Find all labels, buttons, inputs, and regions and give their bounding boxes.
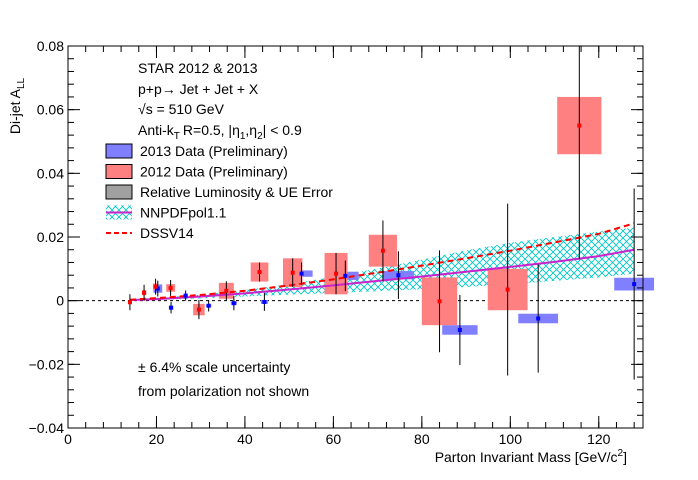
data-point-2012	[153, 284, 158, 289]
legend-label-nnpdf: NNPDFpol1.1	[140, 205, 227, 221]
data-point-2013	[231, 301, 236, 306]
data-point-2012	[127, 300, 132, 305]
scale-note-line2: from polarization not shown	[138, 383, 309, 399]
x-tick-label: 40	[237, 431, 253, 447]
data-point-2013	[169, 305, 174, 310]
y-tick-label: 0	[56, 293, 64, 309]
x-tick-label: 80	[414, 431, 430, 447]
data-point-2012	[168, 285, 173, 290]
data-point-2013	[396, 273, 401, 278]
data-point-2012	[196, 307, 201, 312]
y-tick-label: 0.06	[37, 102, 64, 118]
y-tick-label: −0.02	[29, 356, 65, 372]
annotation-line3: √s = 510 GeV	[138, 101, 225, 117]
data-point-2012	[577, 123, 582, 128]
dssv14-line	[129, 222, 635, 301]
legend-label-d2013: 2013 Data (Preliminary)	[140, 143, 288, 159]
data-point-2012	[505, 287, 510, 292]
data-point-2012	[380, 248, 385, 253]
legend-label-dssv: DSSV14	[140, 225, 194, 241]
data-point-2013	[262, 299, 267, 304]
x-tick-label: 20	[149, 431, 165, 447]
x-tick-label: 120	[587, 431, 611, 447]
data-point-2013	[299, 271, 304, 276]
sqrt-s-text: s = 510 GeV	[146, 101, 225, 117]
data-point-2013	[183, 293, 188, 298]
data-point-2012	[257, 270, 262, 275]
y-tick-label: 0.04	[37, 165, 64, 181]
annotation-line2: p+p→ Jet + Jet + X	[138, 81, 259, 97]
data-point-2012	[142, 290, 147, 295]
data-point-2013	[343, 273, 348, 278]
data-point-2012	[290, 270, 295, 275]
data-point-2012	[334, 271, 339, 276]
data-point-2013	[457, 327, 462, 332]
data-point-2013	[206, 303, 211, 308]
y-tick-label: 0.02	[37, 229, 64, 245]
annotation-line4: Anti-kT R=0.5, |η1,η2| < 0.9	[138, 122, 302, 142]
x-axis-label: Parton Invariant Mass [GeV/c2]	[435, 448, 627, 465]
data-point-2013	[536, 316, 541, 321]
y-tick-label: 0.08	[37, 38, 64, 54]
y-tick-label: −0.04	[29, 420, 65, 436]
legend-swatch-d2012	[105, 164, 133, 179]
scale-note-line1: ± 6.4% scale uncertainty	[138, 359, 290, 375]
legend-swatch-d2013	[105, 143, 133, 159]
annotation-line1: STAR 2012 & 2013	[138, 60, 258, 76]
data-point-2013	[632, 282, 637, 287]
x-tick-label: 0	[64, 431, 72, 447]
data-point-2012	[437, 299, 442, 304]
legend-label-d2012: 2012 Data (Preliminary)	[140, 164, 288, 180]
legend-label-lumi: Relative Luminosity & UE Error	[140, 184, 333, 200]
sqrt-symbol: √	[138, 101, 146, 117]
nnpdf-central-line	[129, 248, 635, 302]
x-tick-label: 60	[326, 431, 342, 447]
y-axis-label: Di-jet ALL	[7, 77, 27, 134]
legend-swatch-lumi	[105, 184, 133, 200]
x-tick-label: 100	[499, 431, 523, 447]
data-point-2013	[155, 286, 160, 291]
data-point-2012	[224, 288, 229, 293]
